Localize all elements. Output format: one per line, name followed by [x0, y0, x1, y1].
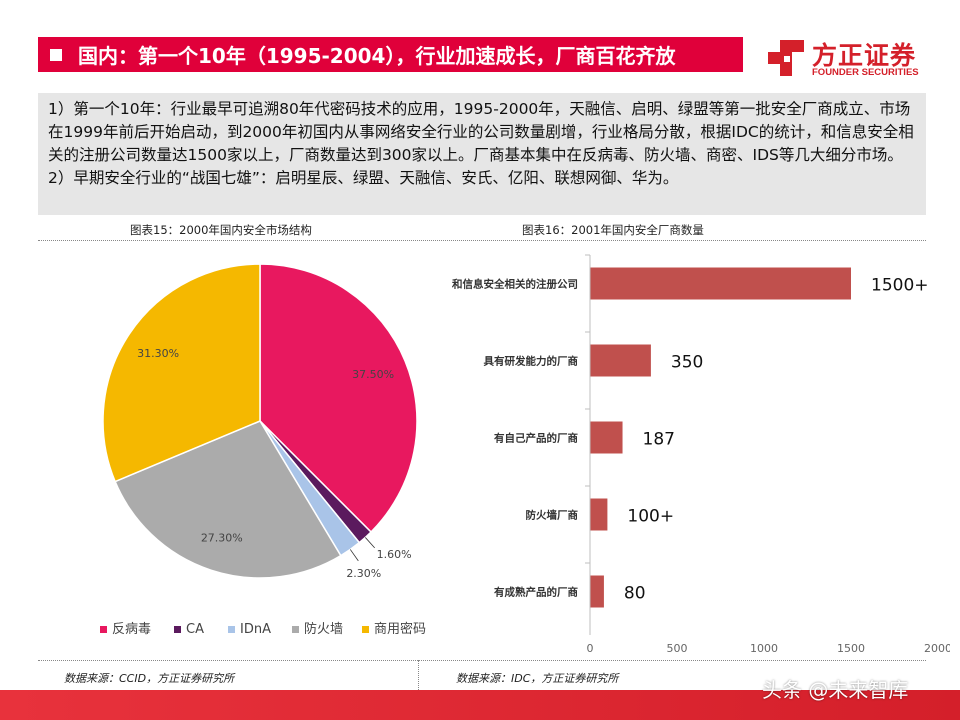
left-chart-caption: 图表15：2000年国内安全市场结构 [130, 223, 312, 237]
top-divider [38, 240, 926, 241]
legend-label: 反病毒 [112, 622, 151, 637]
section-title: 国内：第一个10年（1995-2004），行业加速成长，厂商百花齐放 [78, 44, 676, 68]
pie-slice [259, 263, 418, 534]
x-tick-label: 500 [667, 642, 688, 655]
right-source: 数据来源：IDC，方正证券研究所 [456, 672, 619, 685]
legend-swatch [174, 626, 181, 633]
bar-value-label: 80 [624, 584, 646, 604]
bar-value-label: 350 [671, 353, 703, 373]
legend-swatch [100, 626, 107, 633]
bar [590, 575, 604, 608]
source-divider [418, 660, 419, 690]
square-bullet-icon [50, 48, 62, 61]
summary-paragraph-1: 1）第一个10年：行业最早可追溯80年代密码技术的应用，1995-2000年，天… [48, 100, 914, 164]
watermark: 头条 @未来智库 [762, 678, 909, 702]
x-tick-label: 1000 [750, 642, 778, 655]
legend-swatch [228, 626, 235, 633]
bar [590, 344, 651, 377]
x-tick-label: 2000 [924, 642, 950, 655]
x-tick-label: 0 [587, 642, 594, 655]
legend-label: 商用密码 [374, 621, 426, 637]
pie-data-label: 37.50% [352, 368, 394, 381]
legend-swatch [292, 626, 299, 633]
pie-data-label: 2.30% [346, 567, 381, 580]
bar-category-label: 具有研发能力的厂商 [483, 355, 579, 368]
bar [590, 498, 608, 531]
pie-data-label: 27.30% [201, 531, 243, 544]
logo-name-cn: 方正证券 [812, 41, 917, 70]
right-chart-caption: 图表16：2001年国内安全厂商数量 [522, 223, 704, 237]
footer-band [0, 690, 960, 720]
bar-value-label: 1500+ [871, 276, 929, 296]
summary-text-box: 1）第一个10年：行业最早可追溯80年代密码技术的应用，1995-2000年，天… [38, 93, 926, 215]
bar-category-label: 和信息安全相关的注册公司 [451, 278, 578, 291]
pie-slice [114, 420, 342, 579]
bar-category-label: 有自己产品的厂商 [494, 432, 578, 445]
legend-label: CA [186, 622, 204, 637]
legend-label: IDnA [240, 622, 271, 637]
left-source: 数据来源：CCID，方正证券研究所 [64, 672, 235, 685]
bar-category-label: 防火墙厂商 [526, 509, 579, 522]
x-tick-label: 1500 [837, 642, 865, 655]
bar-category-label: 有成熟产品的厂商 [494, 586, 578, 599]
bar [590, 267, 851, 300]
bottom-divider [38, 660, 926, 661]
pie-slice [102, 263, 261, 483]
legend-label: 防火墙 [304, 621, 343, 637]
founder-logo-icon [768, 40, 804, 76]
bar-chart-vendor-count: 和信息安全相关的注册公司具有研发能力的厂商有自己产品的厂商防火墙厂商有成熟产品的… [451, 254, 950, 655]
bar-value-label: 187 [643, 430, 675, 450]
section-title-bar: 国内：第一个10年（1995-2004），行业加速成长，厂商百花齐放 [38, 37, 743, 72]
pie-data-label: 31.30% [137, 347, 179, 360]
pie-leader-line [349, 549, 359, 562]
pie-chart-market-structure: 37.50% 1.60% 2.30% 27.30% 31.30% 反病毒 CA IDnA 防火… [100, 263, 426, 637]
company-logo: 方正证券 FOUNDER SECURITIES [766, 36, 936, 80]
pie-data-label: 1.60% [377, 548, 412, 561]
bar [590, 421, 623, 454]
logo-name-en: FOUNDER SECURITIES [812, 67, 919, 78]
bar-value-label: 100+ [627, 507, 674, 527]
summary-paragraph-2: 2）早期安全行业的“战国七雄”：启明星辰、绿盟、天融信、安氏、亿阳、联想网御、华… [48, 169, 679, 187]
pie-leader-line [365, 537, 375, 549]
legend-swatch [362, 626, 369, 633]
